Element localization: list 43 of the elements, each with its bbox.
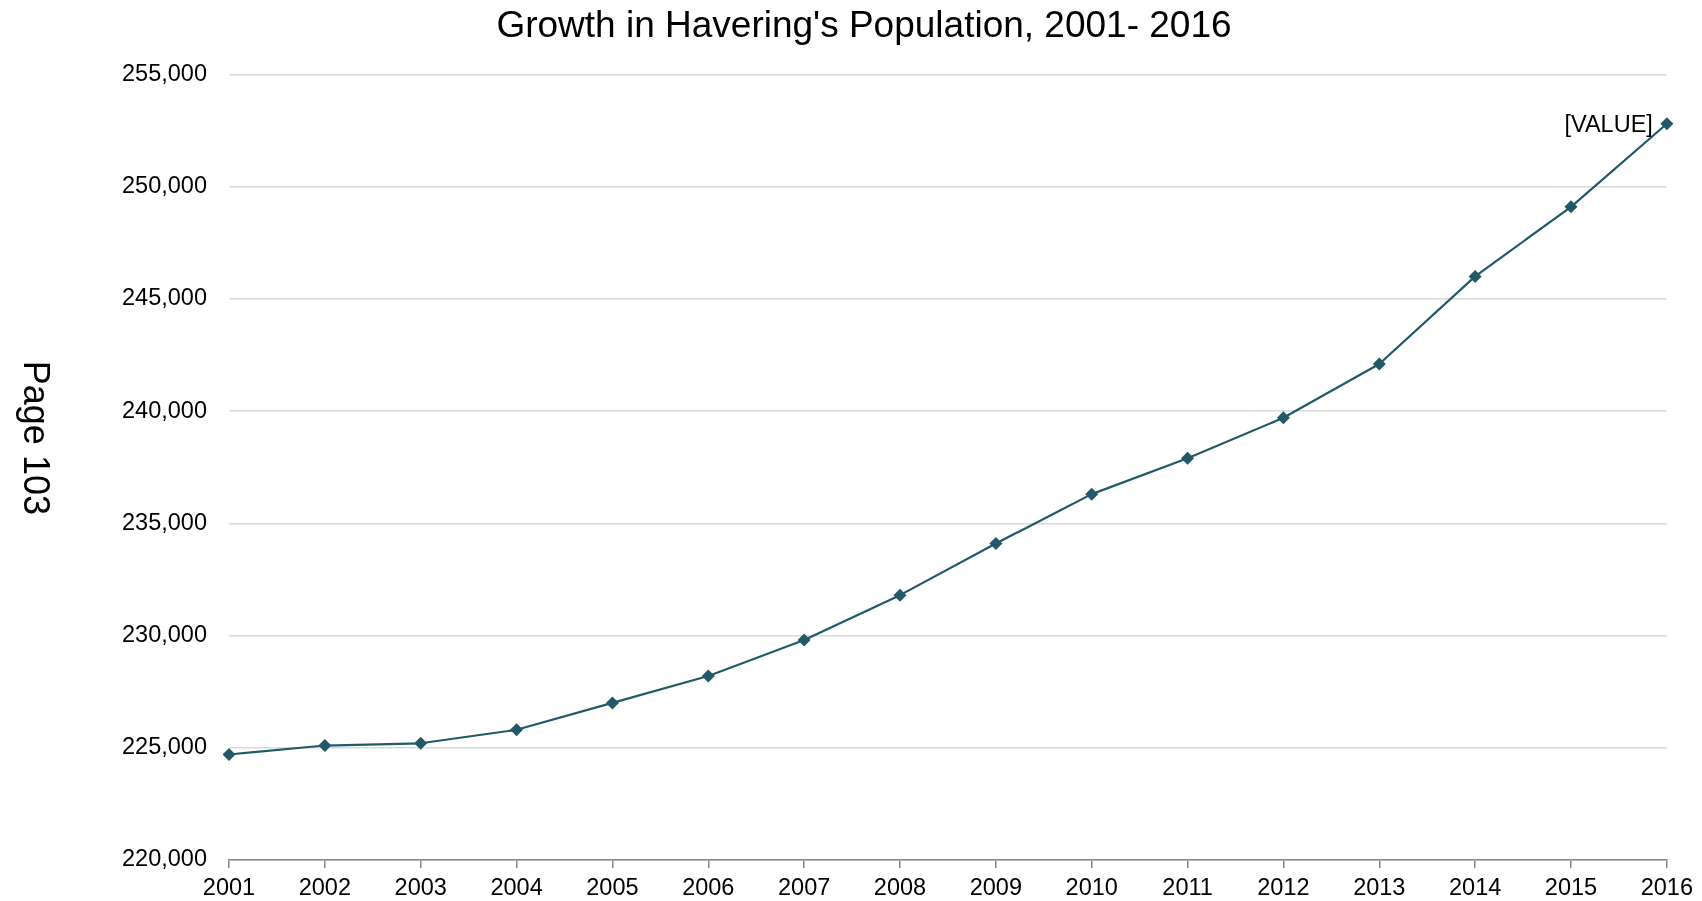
x-tick-label: 2003 [394, 874, 447, 901]
point [414, 736, 428, 750]
point [605, 696, 619, 710]
point [701, 669, 715, 683]
text: Page 103 [16, 360, 58, 515]
point [1181, 451, 1195, 465]
x-tick-label: 2015 [1544, 874, 1598, 901]
point [510, 723, 524, 737]
x-tick-label: 2005 [586, 874, 639, 901]
data-label: [VALUE] [1564, 111, 1653, 138]
point [222, 748, 236, 762]
point [318, 739, 332, 753]
y-tick-label: 250,000 [122, 172, 207, 199]
point [1276, 411, 1290, 425]
y-tick-label: 230,000 [122, 621, 207, 648]
point [1468, 269, 1482, 283]
y-tick-label: 220,000 [122, 845, 207, 872]
x-tick-label: 2014 [1449, 874, 1502, 901]
point [1564, 200, 1578, 214]
x-tick-label: 2006 [682, 874, 735, 901]
x-tick-label: 2009 [969, 874, 1022, 901]
x-tick-label: 2010 [1065, 874, 1118, 901]
x-tick-label: 2001 [202, 874, 256, 901]
x-tick-label: 2013 [1353, 874, 1406, 901]
point [989, 537, 1003, 551]
y-tick-label: 255,000 [122, 59, 207, 86]
point [1085, 487, 1099, 501]
x-tick-label: 2004 [490, 874, 543, 901]
point [797, 633, 811, 647]
y-tick-label: 245,000 [122, 284, 207, 311]
x-tick-label: 2002 [298, 874, 351, 901]
x-tick-label: 2007 [778, 874, 831, 901]
x-tick-label: 2012 [1257, 874, 1310, 901]
x-tick-label: 2016 [1640, 874, 1693, 901]
point [893, 588, 907, 602]
y-tick-label: 225,000 [122, 733, 207, 760]
point [1372, 357, 1386, 371]
x-tick-label: 2011 [1162, 874, 1213, 901]
y-tick-label: 240,000 [122, 396, 207, 423]
x-tick-label: 2008 [873, 874, 927, 901]
point [1660, 117, 1674, 131]
y-tick-label: 235,000 [122, 508, 207, 535]
chart-title: Growth in Havering's Population, 2001- 2016 [496, 4, 1232, 46]
